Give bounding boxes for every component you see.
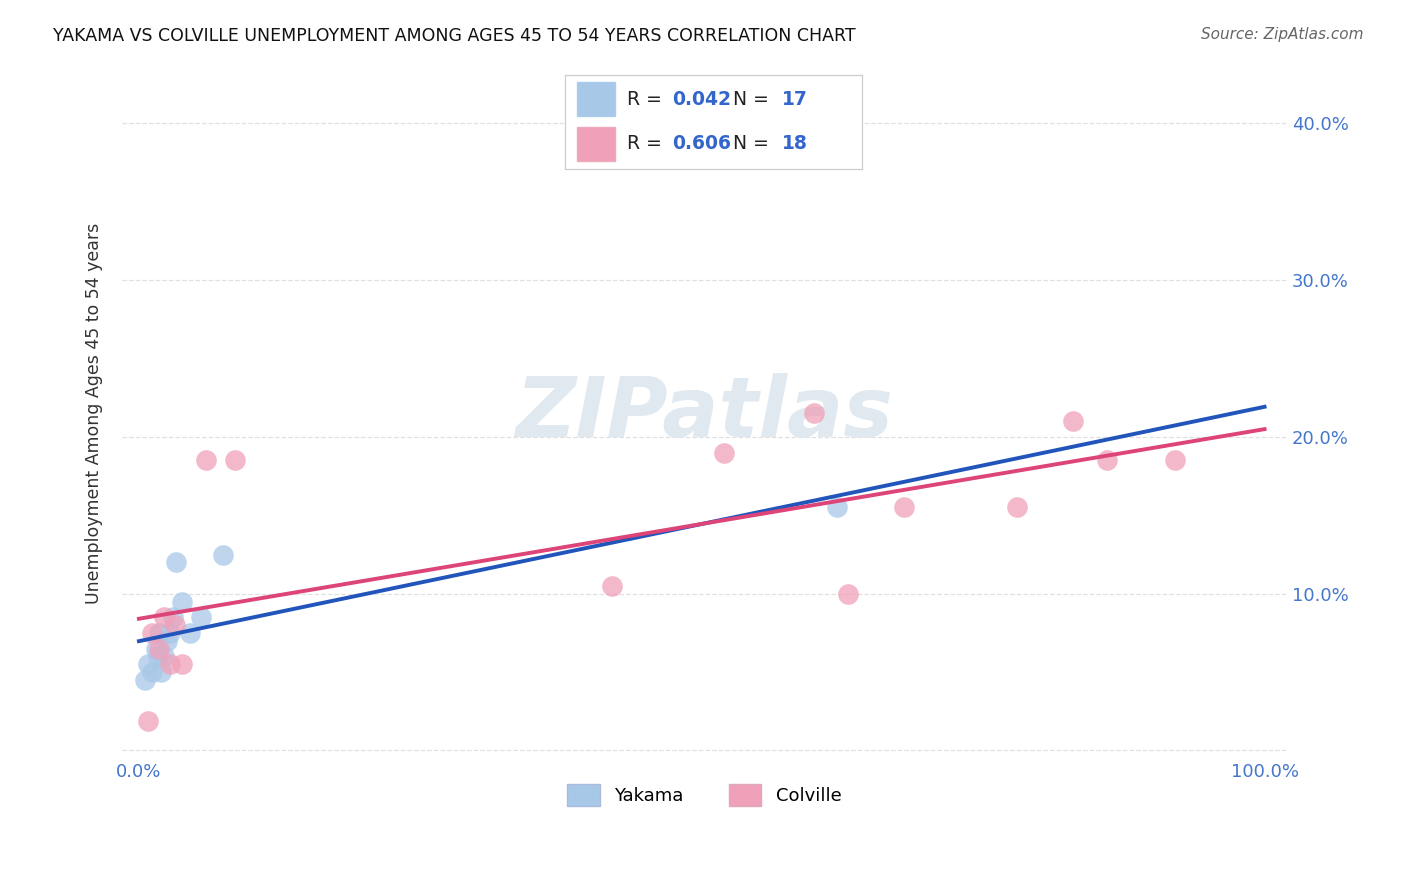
Point: [170, 657, 193, 672]
Point: [837, 587, 859, 601]
Point: [190, 610, 212, 624]
Y-axis label: Unemployment Among Ages 45 to 54 years: Unemployment Among Ages 45 to 54 years: [86, 223, 103, 604]
Point: [224, 453, 246, 467]
Point: [159, 626, 181, 640]
Point: [148, 626, 170, 640]
Point: [1095, 453, 1118, 467]
Point: [146, 649, 169, 664]
Point: [136, 714, 159, 728]
Point: [1163, 453, 1185, 467]
Point: [141, 665, 163, 679]
Point: [713, 445, 735, 459]
Point: [152, 610, 174, 624]
Point: [134, 673, 156, 687]
Point: [141, 626, 163, 640]
Point: [159, 657, 181, 672]
Point: [165, 555, 187, 569]
Point: [1005, 500, 1028, 515]
Text: ZIPatlas: ZIPatlas: [516, 373, 893, 454]
Point: [195, 453, 218, 467]
Point: [825, 500, 848, 515]
Point: [170, 594, 193, 608]
Point: [1062, 414, 1084, 428]
Point: [179, 626, 201, 640]
Point: [600, 579, 623, 593]
Point: [136, 657, 159, 672]
Point: [145, 641, 167, 656]
Point: [803, 406, 825, 420]
Point: [148, 641, 170, 656]
Point: [162, 610, 184, 624]
Text: YAKAMA VS COLVILLE UNEMPLOYMENT AMONG AGES 45 TO 54 YEARS CORRELATION CHART: YAKAMA VS COLVILLE UNEMPLOYMENT AMONG AG…: [53, 27, 856, 45]
Text: Source: ZipAtlas.com: Source: ZipAtlas.com: [1201, 27, 1364, 42]
Point: [152, 649, 174, 664]
Point: [150, 665, 173, 679]
Point: [212, 548, 235, 562]
Point: [893, 500, 915, 515]
Point: [156, 633, 179, 648]
Legend: Yakama, Colville: Yakama, Colville: [558, 775, 851, 815]
Point: [163, 618, 186, 632]
